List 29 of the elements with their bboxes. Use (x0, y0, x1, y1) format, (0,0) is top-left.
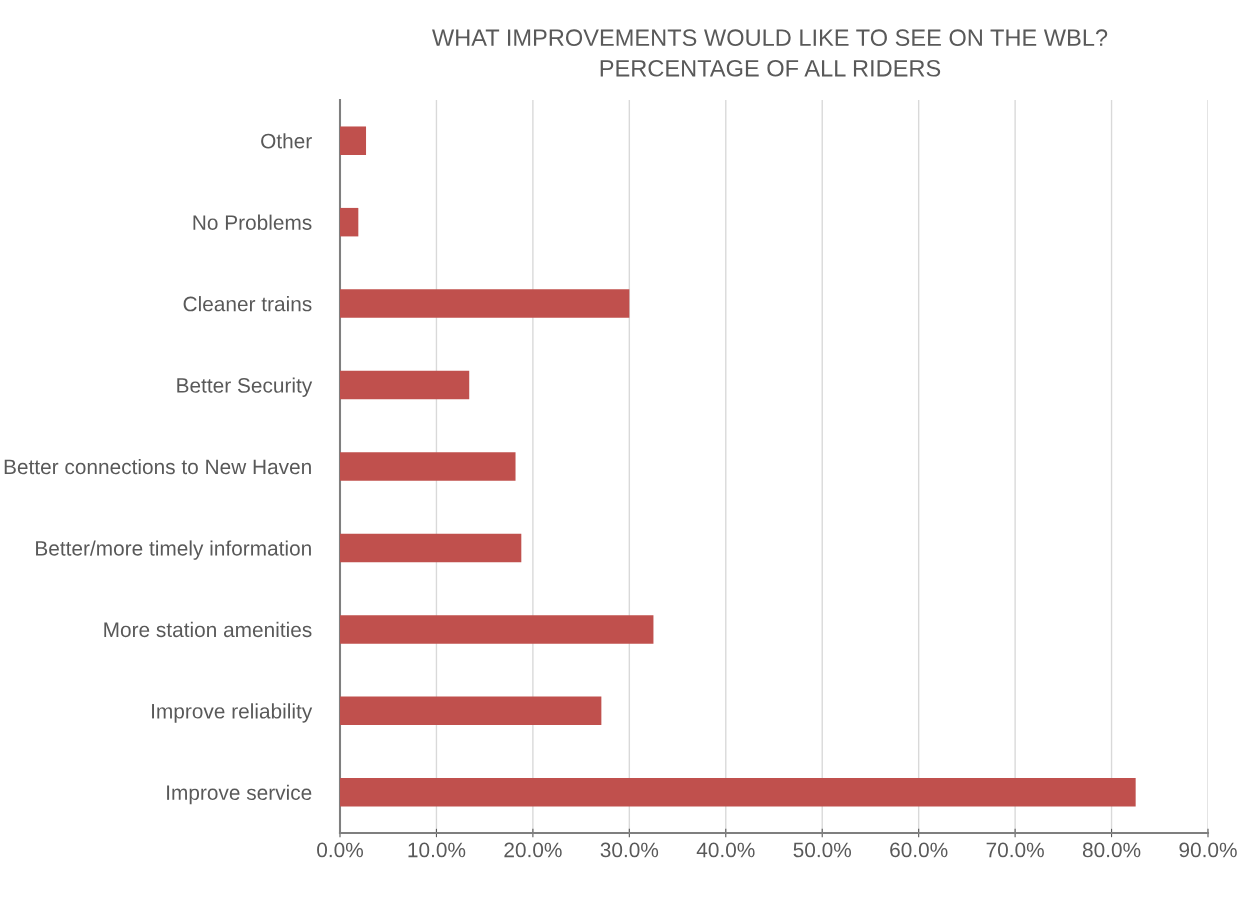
x-tick-label: 40.0% (696, 842, 755, 858)
x-tick-label: 50.0% (793, 842, 852, 858)
y-tick-label: Better connections to New Haven (4, 458, 311, 475)
bar (340, 696, 602, 726)
x-tick-label: 60.0% (890, 842, 948, 858)
x-tick-label: 10.0% (408, 842, 466, 858)
x-tick-label: 80.0% (1082, 842, 1141, 858)
bar (340, 615, 654, 644)
x-tick-label: 90.0% (1179, 842, 1237, 858)
y-tick-label: Better/more timely information (36, 540, 311, 560)
bar (340, 533, 522, 563)
bar (340, 452, 516, 481)
bar (340, 207, 359, 237)
y-tick-label: Improve reliability (152, 703, 313, 723)
y-tick-label: No Problems (193, 214, 312, 230)
y-tick-label: Improve service (167, 784, 312, 805)
y-tick-label: More station amenities (104, 621, 312, 638)
y-tick-label: Cleaner trains (183, 296, 312, 312)
bar (340, 778, 1136, 807)
x-tick-label: 30.0% (600, 842, 659, 858)
x-tick-label: 0.0% (317, 842, 363, 858)
bar (340, 126, 367, 155)
bar (340, 289, 630, 318)
bar (340, 370, 470, 400)
chart-title: WHAT IMPROVEMENTS WOULD LIKE TO SEE ON THE WBL? PERCENTAGE OF ALL RIDERS (432, 29, 1108, 77)
y-tick-label: Other (261, 133, 312, 149)
y-tick-label: Better Security (177, 377, 313, 397)
x-tick-label: 70.0% (986, 842, 1044, 858)
x-tick-label: 20.0% (504, 842, 562, 858)
